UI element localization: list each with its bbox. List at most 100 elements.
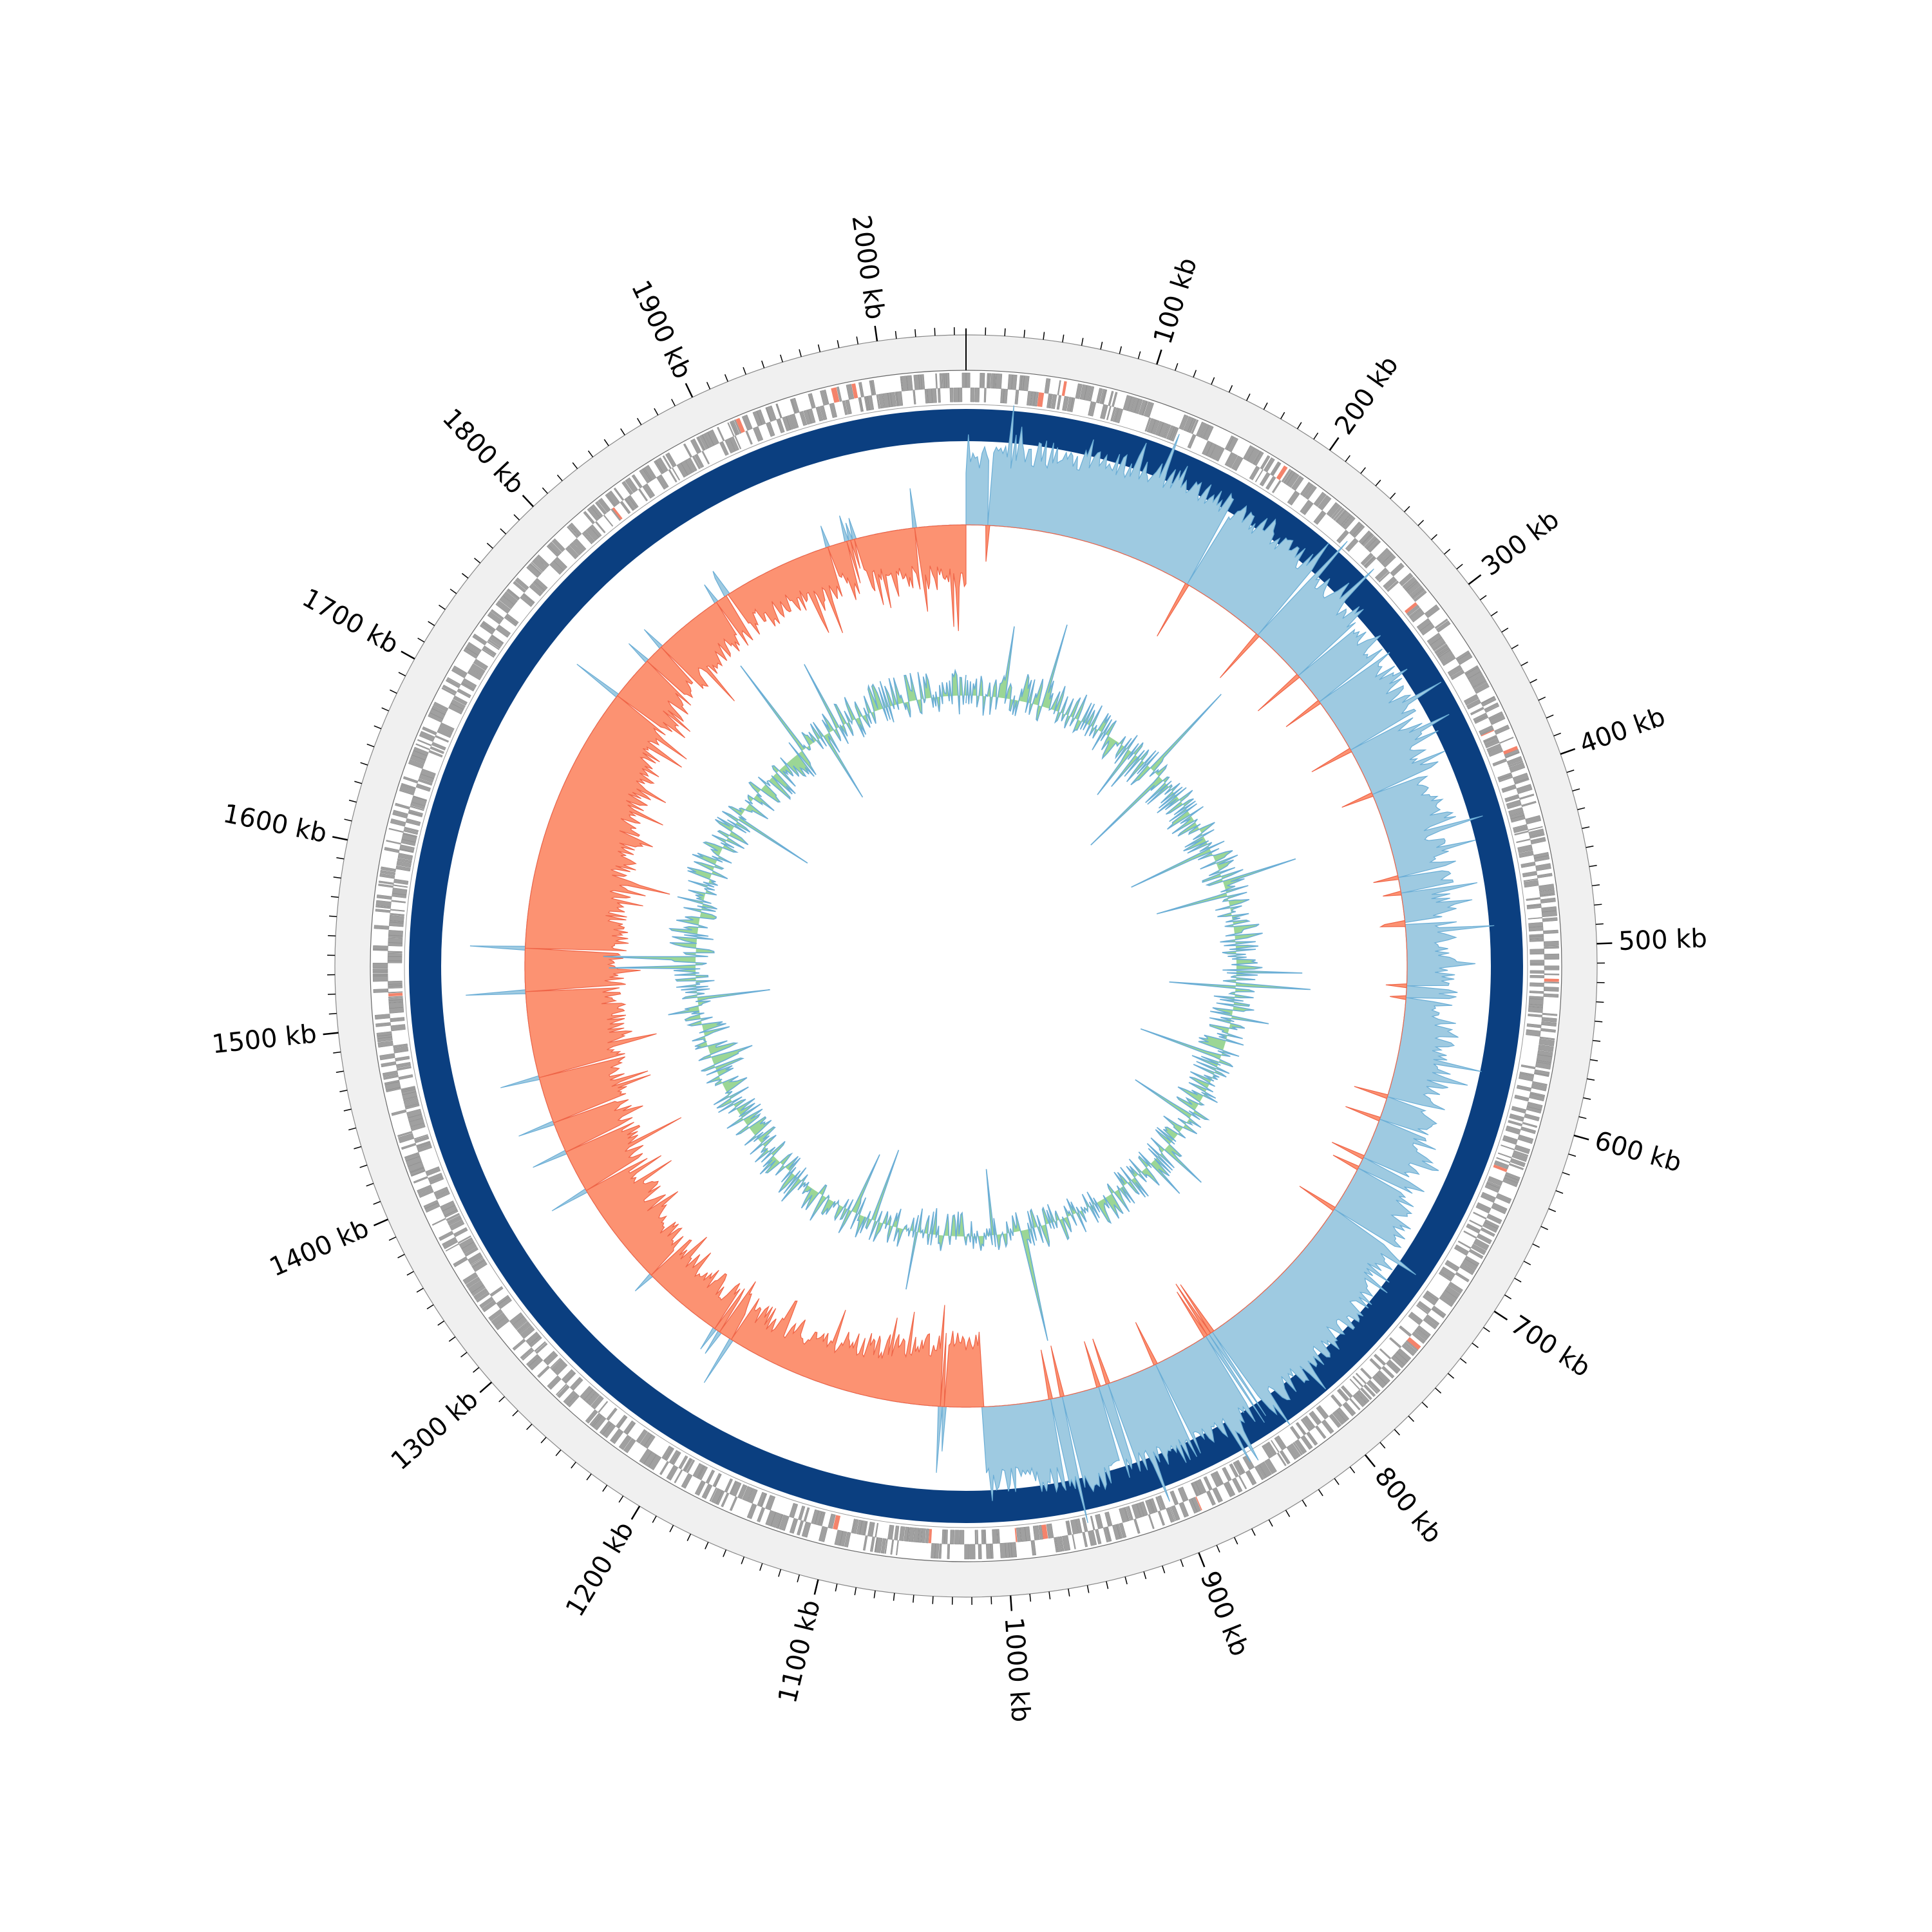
minor-tick [1538,696,1546,701]
minor-tick [705,1542,709,1549]
minor-tick [1360,467,1366,474]
minor-tick [1081,337,1084,346]
minor-tick [1390,492,1396,499]
tick-label: 200 kb [1329,350,1405,440]
minor-tick [1068,1588,1070,1597]
minor-tick [450,589,457,594]
minor-tick [330,896,339,898]
minor-tick [759,1563,763,1571]
minor-tick [1233,1537,1238,1545]
minor-tick [797,1575,800,1583]
minor-tick [724,374,728,382]
major-ticks [323,325,1613,1611]
minor-tick [333,876,341,879]
minor-tick [348,799,357,803]
tick-label: 300 kb [1476,505,1564,582]
minor-tick [426,1304,434,1310]
minor-tick [741,1557,745,1564]
minor-tick [1421,1401,1428,1408]
minor-tick [397,1254,405,1258]
minor-tick [374,725,382,730]
minor-tick [761,360,765,368]
minor-tick [417,638,425,643]
major-tick [874,325,878,341]
minor-tick [327,993,336,995]
minor-tick [398,672,406,677]
major-tick [401,650,415,660]
tick-label: 1300 kb [386,1385,484,1476]
minor-tick [1180,1559,1184,1567]
minor-tick [1345,455,1350,462]
gc-skew-negative [524,524,1408,1408]
minor-tick [1268,1519,1273,1527]
tick-label: 900 kb [1194,1567,1255,1660]
minor-tick [1583,1097,1591,1100]
minor-tick [333,1051,341,1054]
minor-tick [1472,1342,1479,1349]
tick-label: 400 kb [1576,702,1669,760]
minor-tick [437,1320,445,1326]
minor-tick [1349,1466,1356,1473]
minor-tick [348,1127,357,1131]
major-tick [1156,349,1162,365]
minor-tick [540,1437,547,1444]
feature-track-border [404,404,1528,1528]
minor-tick [873,1590,876,1598]
minor-tick [1408,1416,1415,1422]
minor-tick [817,344,821,352]
minor-tick [799,349,802,357]
minor-tick [1591,884,1600,887]
gc-content-track [603,624,1311,1341]
minor-tick [586,1473,592,1481]
tick-label: 1100 kb [773,1597,826,1706]
major-tick [1560,748,1576,755]
minor-tick [461,573,469,579]
minor-tick [914,329,916,337]
major-tick [813,1579,819,1595]
minor-tick [778,1569,782,1577]
minor-tick [512,1410,518,1417]
major-tick [1364,1454,1376,1468]
tick-label: 1500 kb [211,1019,318,1059]
tick-label: 2000 kb [846,213,890,321]
major-tick [1009,1595,1013,1611]
major-tick [685,383,694,398]
minor-tick [1504,1294,1512,1300]
major-tick [1329,437,1340,451]
minor-tick [1520,661,1528,667]
minor-tick [1562,1171,1570,1176]
minor-tick [1568,1153,1577,1157]
cds-features [372,372,1560,1560]
minor-tick [1394,1429,1401,1435]
minor-tick [1490,611,1498,616]
minor-tick [359,1164,368,1168]
minor-tick [1572,788,1580,791]
minor-tick [373,1200,381,1205]
minor-tick [1023,330,1026,338]
minor-tick [1216,1545,1220,1553]
minor-tick [1587,1078,1595,1081]
minor-tick [486,542,493,549]
minor-tick [780,354,783,363]
minor-tick [654,408,659,415]
minor-tick [743,367,746,375]
minor-tick [620,428,625,435]
minor-tick [835,1584,838,1592]
minor-tick [1460,1358,1467,1364]
minor-tick [542,487,548,494]
minor-tick [556,474,563,482]
minor-tick [1228,384,1233,393]
gc-skew-track [466,405,1495,1524]
minor-tick [1245,393,1251,401]
minor-tick [360,762,368,766]
minor-tick [618,1495,624,1503]
minor-tick [381,707,389,712]
minor-tick [439,604,446,610]
minor-tick [913,1595,914,1603]
features-track [372,372,1560,1560]
minor-tick [1048,1591,1051,1600]
major-tick [1573,1134,1589,1141]
minor-tick [343,1108,352,1112]
minor-tick [1589,865,1597,867]
